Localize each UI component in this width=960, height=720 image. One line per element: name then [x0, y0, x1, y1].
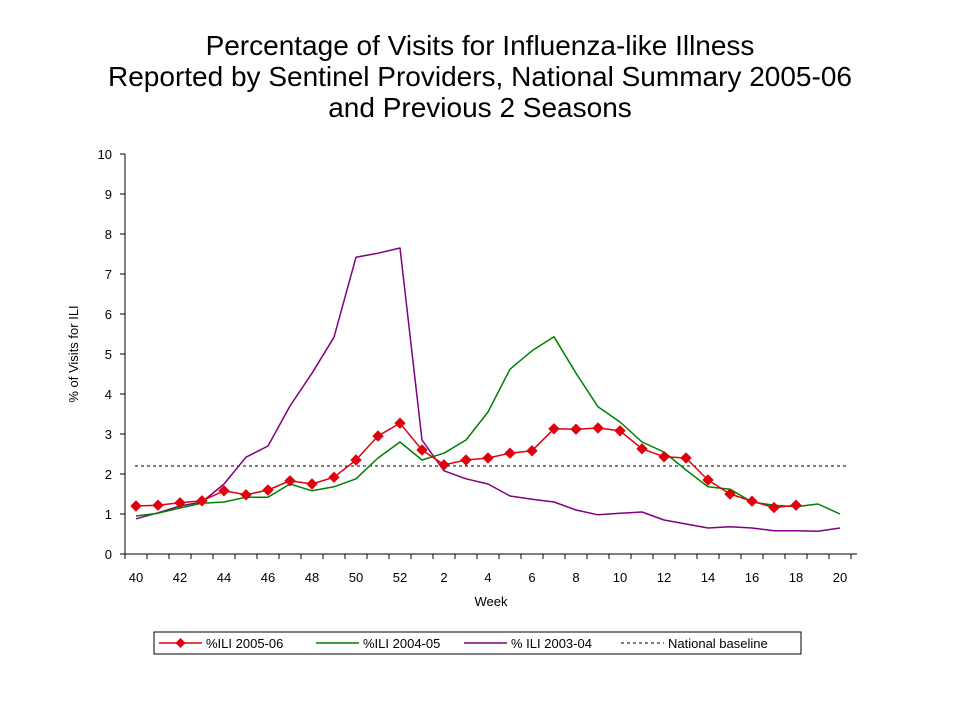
x-tick-label: 50	[349, 570, 363, 585]
x-tick-label: 46	[261, 570, 275, 585]
y-tick-label: 4	[105, 387, 112, 402]
x-tick-label: 10	[613, 570, 627, 585]
chart-title-line-2: Reported by Sentinel Providers, National…	[108, 61, 852, 92]
y-tick-label: 1	[105, 507, 112, 522]
data-point-marker	[306, 478, 318, 490]
x-tick-label: 52	[393, 570, 407, 585]
data-point-marker	[460, 454, 472, 466]
y-tick-label: 5	[105, 347, 112, 362]
legend-label: %ILI 2005-06	[206, 636, 283, 651]
legend: %ILI 2005-06 %ILI 2004-05 % ILI 2003-04 Nat…	[153, 631, 802, 655]
data-point-marker	[548, 423, 560, 435]
data-point-marker	[372, 430, 384, 442]
data-point-marker	[592, 422, 604, 434]
legend-label: %ILI 2004-05	[363, 636, 440, 651]
series-line-1	[135, 336, 841, 517]
x-tick-label: 14	[701, 570, 715, 585]
y-tick-label: 0	[105, 547, 112, 562]
x-tick-label: 44	[217, 570, 231, 585]
x-tick-label: 6	[528, 570, 535, 585]
x-axis-label: Week	[475, 594, 508, 609]
y-tick-label: 3	[105, 427, 112, 442]
data-point-marker	[746, 495, 758, 507]
data-point-marker	[680, 452, 692, 464]
x-tick-label: 2	[440, 570, 447, 585]
data-point-marker	[284, 475, 296, 487]
data-point-marker	[658, 451, 670, 463]
data-point-marker	[570, 423, 582, 435]
legend-label: National baseline	[668, 636, 768, 651]
y-tick-label: 7	[105, 267, 112, 282]
data-point-marker	[482, 452, 494, 464]
data-point-marker	[350, 454, 362, 466]
y-tick-label: 8	[105, 227, 112, 242]
chart-title: Percentage of Visits for Influenza-like …	[0, 30, 960, 123]
data-point-marker	[526, 445, 538, 457]
series-layer	[130, 247, 849, 532]
y-axis-label: % of Visits for ILI	[66, 305, 81, 402]
data-point-marker	[614, 425, 626, 437]
data-point-marker	[416, 444, 428, 456]
data-point-marker	[196, 495, 208, 507]
legend-marker	[175, 638, 186, 648]
x-tick-label: 18	[789, 570, 803, 585]
series-line-2	[135, 247, 841, 532]
chart-title-line-1: Percentage of Visits for Influenza-like …	[205, 30, 755, 61]
data-point-marker	[152, 499, 164, 511]
y-tick-label: 9	[105, 187, 112, 202]
y-tick-label: 2	[105, 467, 112, 482]
y-axis: 0 1 2 3 4 5 6 7 8 9 10	[98, 147, 126, 562]
x-tick-label: 12	[657, 570, 671, 585]
x-tick-label: 4	[484, 570, 491, 585]
data-point-marker	[636, 443, 648, 455]
y-tick-label: 6	[105, 307, 112, 322]
data-point-marker	[724, 488, 736, 500]
data-point-marker	[262, 484, 274, 496]
x-tick-label: 42	[173, 570, 187, 585]
data-point-marker	[394, 417, 406, 429]
data-point-marker	[328, 471, 340, 483]
data-point-marker	[174, 497, 186, 509]
x-tick-label: 40	[129, 570, 143, 585]
legend-label: % ILI 2003-04	[511, 636, 592, 651]
data-point-marker	[438, 459, 450, 471]
chart-title-line-3: and Previous 2 Seasons	[328, 92, 632, 123]
x-tick-label: 16	[745, 570, 759, 585]
x-axis: 40 42 44 46 48 50 52 2 4 6 8 10 12 14 16 18 20	[124, 553, 857, 585]
x-tick-label: 48	[305, 570, 319, 585]
data-point-marker	[702, 474, 714, 486]
x-tick-label: 8	[572, 570, 579, 585]
data-point-marker	[130, 500, 142, 512]
x-tick-label: 20	[833, 570, 847, 585]
data-point-marker	[790, 499, 802, 511]
data-point-marker	[218, 485, 230, 497]
y-tick-label: 10	[98, 147, 112, 162]
data-point-marker	[504, 447, 516, 459]
data-point-marker	[240, 489, 252, 501]
data-point-marker	[768, 501, 780, 514]
